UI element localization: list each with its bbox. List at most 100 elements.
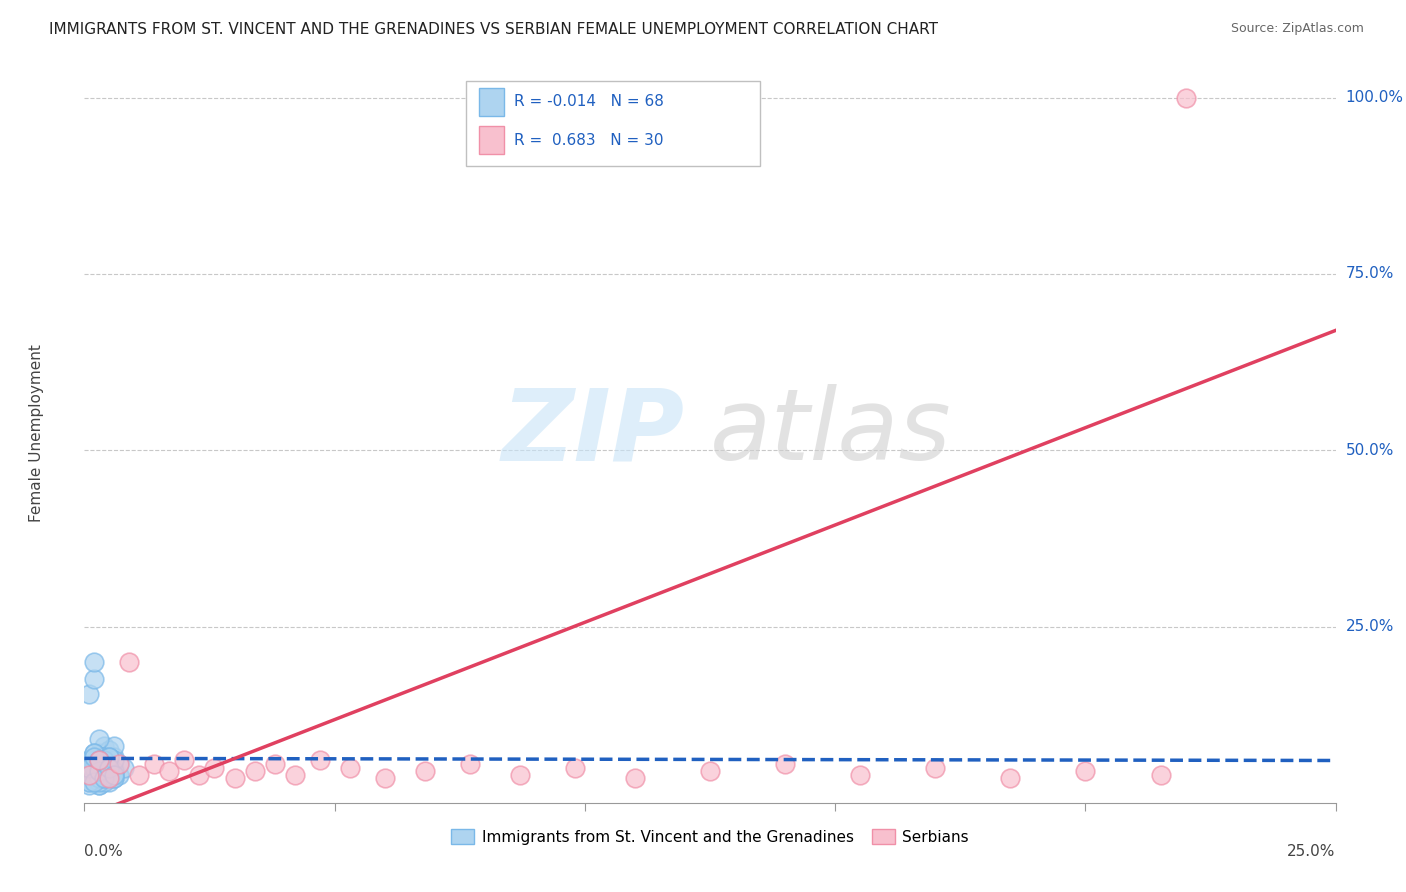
Point [83,673,105,687]
Point [143,757,166,772]
Point [79,767,101,781]
Point [89,754,111,768]
Point [83,754,105,768]
Point [263,757,285,772]
Text: IMMIGRANTS FROM ST. VINCENT AND THE GRENADINES VS SERBIAN FEMALE UNEMPLOYMENT CO: IMMIGRANTS FROM ST. VINCENT AND THE GREN… [49,22,938,37]
Point [699,764,721,778]
Point [98,743,121,757]
Point [98,750,121,764]
Point [98,760,121,774]
Point [103,767,125,781]
Point [112,760,135,774]
Point [1074,764,1097,778]
Bar [478,87,503,116]
Point [79,760,101,774]
Point [89,771,111,785]
Point [308,754,330,768]
Point [339,760,361,774]
Point [89,754,111,768]
Point [83,750,105,764]
Legend: Immigrants from St. Vincent and the Grenadines, Serbians: Immigrants from St. Vincent and the Gren… [444,822,976,851]
Point [224,771,246,785]
Point [83,760,105,774]
Point [103,739,125,754]
Point [204,760,226,774]
Point [93,767,115,781]
Text: ZIP: ZIP [502,384,685,481]
Point [93,771,115,785]
Point [98,757,121,772]
Point [83,757,105,772]
Point [83,767,105,781]
Point [79,774,101,789]
Point [103,771,125,785]
Point [89,732,111,747]
Point [83,767,105,781]
Point [1149,767,1171,781]
Point [1000,771,1022,785]
Point [89,778,111,792]
Point [564,760,586,774]
Point [98,764,121,778]
Point [93,757,115,772]
Point [93,739,115,754]
Point [79,774,101,789]
Point [159,764,181,778]
Point [83,655,105,669]
Text: atlas: atlas [710,384,952,481]
Point [83,774,105,789]
Text: R = -0.014   N = 68: R = -0.014 N = 68 [513,95,664,109]
Point [89,757,111,772]
Point [108,767,131,781]
Point [128,767,150,781]
Point [173,754,195,768]
Point [458,757,481,772]
Point [103,754,125,768]
Point [98,754,121,768]
FancyBboxPatch shape [465,81,761,166]
Point [89,771,111,785]
Point [98,771,121,785]
Point [93,767,115,781]
Text: Source: ZipAtlas.com: Source: ZipAtlas.com [1230,22,1364,36]
Point [773,757,796,772]
Point [89,760,111,774]
Point [98,764,121,778]
Point [188,767,211,781]
Point [98,774,121,789]
Point [93,760,115,774]
Point [89,778,111,792]
Point [93,771,115,785]
Point [93,771,115,785]
Point [243,764,266,778]
Point [93,750,115,764]
Point [98,767,121,781]
Point [98,771,121,785]
Point [374,771,396,785]
Point [103,750,125,764]
Point [103,767,125,781]
Point [103,760,125,774]
Point [89,764,111,778]
Point [108,757,131,772]
Point [79,686,101,700]
Point [103,771,125,785]
Text: 0.0%: 0.0% [84,844,124,858]
Point [624,771,647,785]
Point [83,747,105,761]
Point [849,767,872,781]
Point [413,764,436,778]
Text: 75.0%: 75.0% [1346,267,1395,282]
Point [89,764,111,778]
Point [93,774,115,789]
Text: 100.0%: 100.0% [1346,90,1403,105]
Point [284,767,307,781]
Point [108,757,131,772]
Point [89,774,111,789]
Text: Female Unemployment: Female Unemployment [30,343,45,522]
Text: R =  0.683   N = 30: R = 0.683 N = 30 [513,133,664,148]
Point [89,760,111,774]
Point [98,764,121,778]
Point [98,750,121,764]
Point [93,754,115,768]
